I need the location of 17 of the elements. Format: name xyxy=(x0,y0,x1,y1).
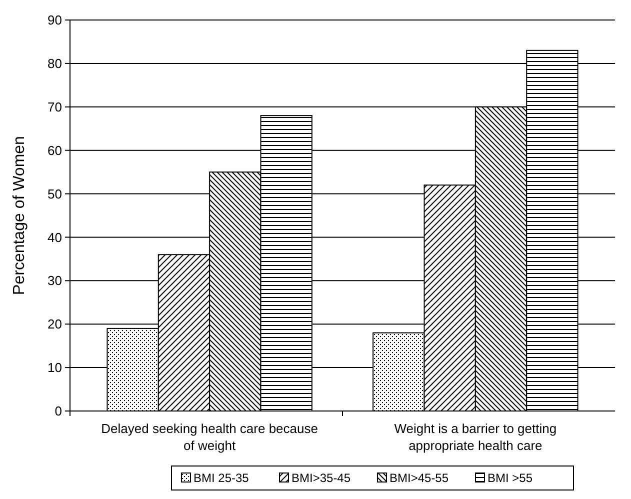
legend-label: BMI>45-55 xyxy=(390,471,449,486)
y-tick-label: 40 xyxy=(48,230,62,245)
y-tick-label: 90 xyxy=(48,12,62,28)
y-tick-label: 80 xyxy=(48,56,62,71)
y-axis-title: Percentage of Women xyxy=(11,136,28,295)
y-tick-label: 50 xyxy=(48,186,62,202)
y-tick-label: 70 xyxy=(48,99,62,114)
x-tick-label: Weight is a barrier to getting appropriate health care xyxy=(394,421,557,453)
legend-label: BMI>35-45 xyxy=(292,471,351,486)
y-tick-label: 30 xyxy=(48,273,62,288)
y-tick-label: 20 xyxy=(48,316,62,332)
y-tick-label: 0 xyxy=(54,404,62,419)
x-tick-label: Delayed seeking health care because of weight xyxy=(101,421,318,453)
legend-label: BMI >55 xyxy=(488,471,533,486)
legend-label: BMI 25-35 xyxy=(194,471,250,486)
y-tick-label: 10 xyxy=(48,360,62,376)
y-tick-label: 60 xyxy=(48,142,62,158)
